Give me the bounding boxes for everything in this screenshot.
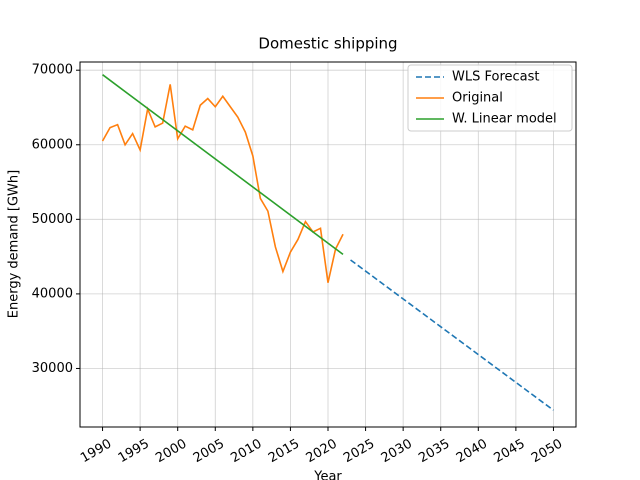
- data-line: [101, 84, 344, 283]
- y-tick-label: 30000: [32, 361, 73, 376]
- x-tick-label: 2030: [379, 437, 415, 467]
- x-tick-label: 2010: [228, 437, 264, 467]
- x-tick-label: 2025: [341, 437, 377, 467]
- x-axis-label: Year: [313, 470, 342, 480]
- x-tick-label: 2045: [491, 437, 527, 467]
- legend-label: W. Linear model: [452, 112, 557, 127]
- x-tick-label: 2000: [153, 437, 189, 467]
- x-tick-label: 1995: [116, 437, 152, 467]
- x-tick-label: 2005: [191, 437, 227, 467]
- x-tick-label: 2015: [266, 437, 302, 467]
- plot-frame: [79, 61, 577, 428]
- data-line: [102, 74, 344, 256]
- x-tick-label: 2020: [304, 437, 340, 467]
- legend-box: [407, 64, 573, 132]
- x-tick-label: 1990: [78, 437, 114, 467]
- y-tick-label: 60000: [32, 137, 73, 152]
- chart-title: Domestic shipping: [258, 35, 397, 53]
- y-axis-label: Energy demand [GWh]: [7, 170, 22, 318]
- x-tick-label: 2050: [529, 437, 565, 467]
- legend-label: Original: [452, 91, 503, 106]
- y-tick-label: 70000: [32, 63, 73, 78]
- legend-label: WLS Forecast: [452, 70, 540, 85]
- y-tick-label: 50000: [32, 212, 73, 227]
- y-tick-label: 40000: [32, 286, 73, 301]
- x-tick-label: 2035: [416, 437, 452, 467]
- x-tick-label: 2040: [454, 437, 490, 467]
- data-line: [350, 259, 554, 411]
